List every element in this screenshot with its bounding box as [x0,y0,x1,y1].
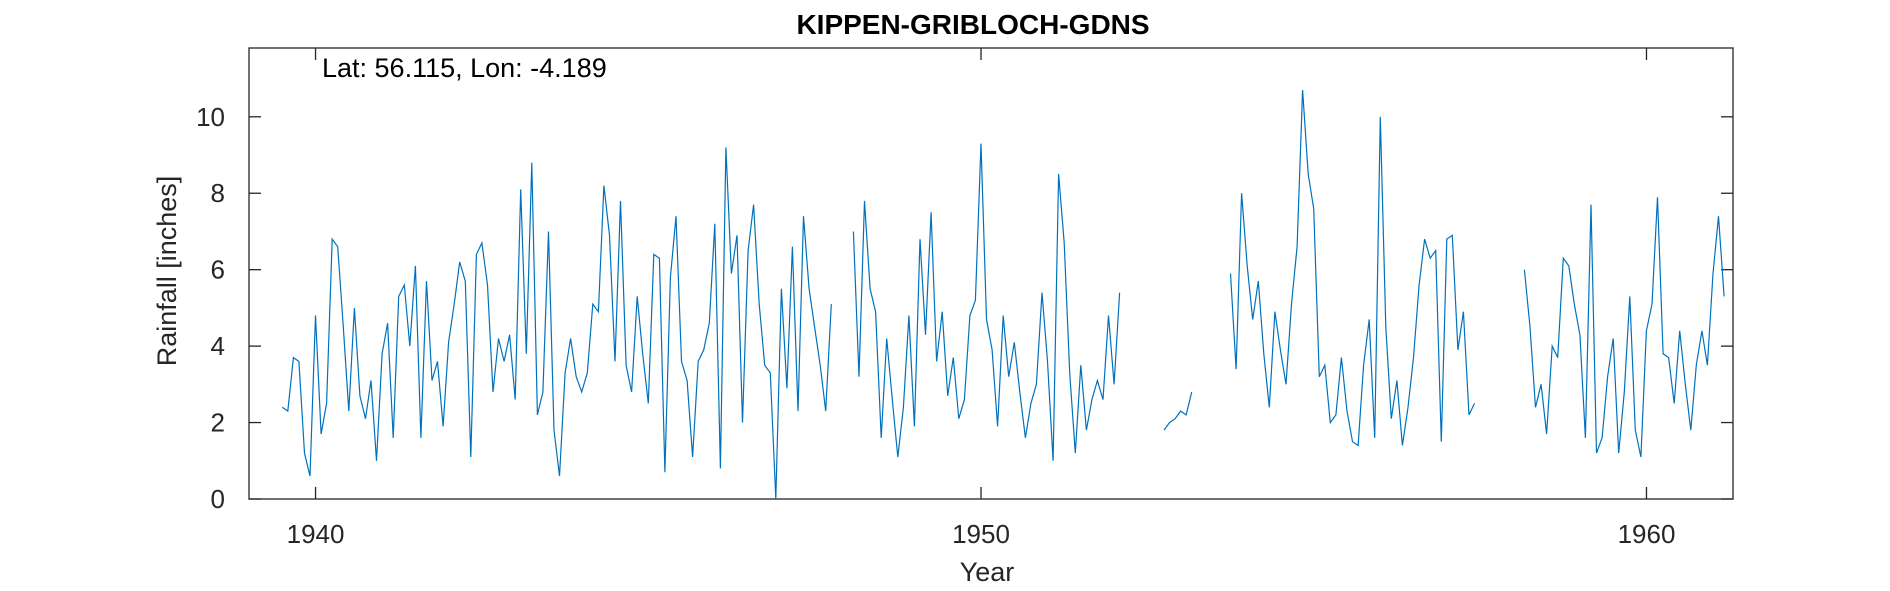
x-tick-label: 1950 [952,519,1010,549]
chart-title: KIPPEN-GRIBLOCH-GDNS [796,9,1149,40]
x-tick-label: 1960 [1618,519,1676,549]
y-tick-label: 4 [211,331,225,361]
y-tick-label: 6 [211,255,225,285]
y-tick-label: 8 [211,178,225,208]
y-axis-label: Rainfall [inches] [152,176,182,367]
rainfall-series-line [281,89,1725,500]
location-annotation: Lat: 56.115, Lon: -4.189 [322,53,607,83]
x-tick-label: 1940 [287,519,345,549]
y-tick-label: 10 [196,102,225,132]
x-axis-label: Year [960,557,1015,587]
axes-box [248,47,1734,500]
y-tick-label: 2 [211,408,225,438]
y-tick-label: 0 [211,484,225,514]
plot-area: 1940 1950 1960 0 2 4 6 8 10 [196,47,1734,549]
